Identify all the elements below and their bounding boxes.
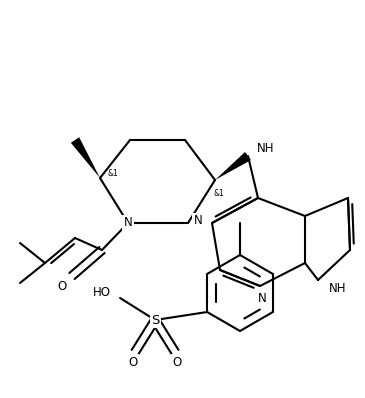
Text: O: O <box>57 279 67 293</box>
Text: O: O <box>128 355 138 369</box>
Polygon shape <box>215 152 251 180</box>
Polygon shape <box>71 137 100 178</box>
Text: N: N <box>258 291 266 304</box>
Text: O: O <box>173 355 182 369</box>
Text: NH: NH <box>329 281 347 295</box>
Text: N: N <box>193 215 202 228</box>
Text: HO: HO <box>93 287 111 300</box>
Text: &1: &1 <box>108 170 119 178</box>
Text: S: S <box>151 314 159 326</box>
Text: N: N <box>124 217 132 230</box>
Text: &1: &1 <box>213 189 224 199</box>
Text: NH: NH <box>257 142 275 154</box>
